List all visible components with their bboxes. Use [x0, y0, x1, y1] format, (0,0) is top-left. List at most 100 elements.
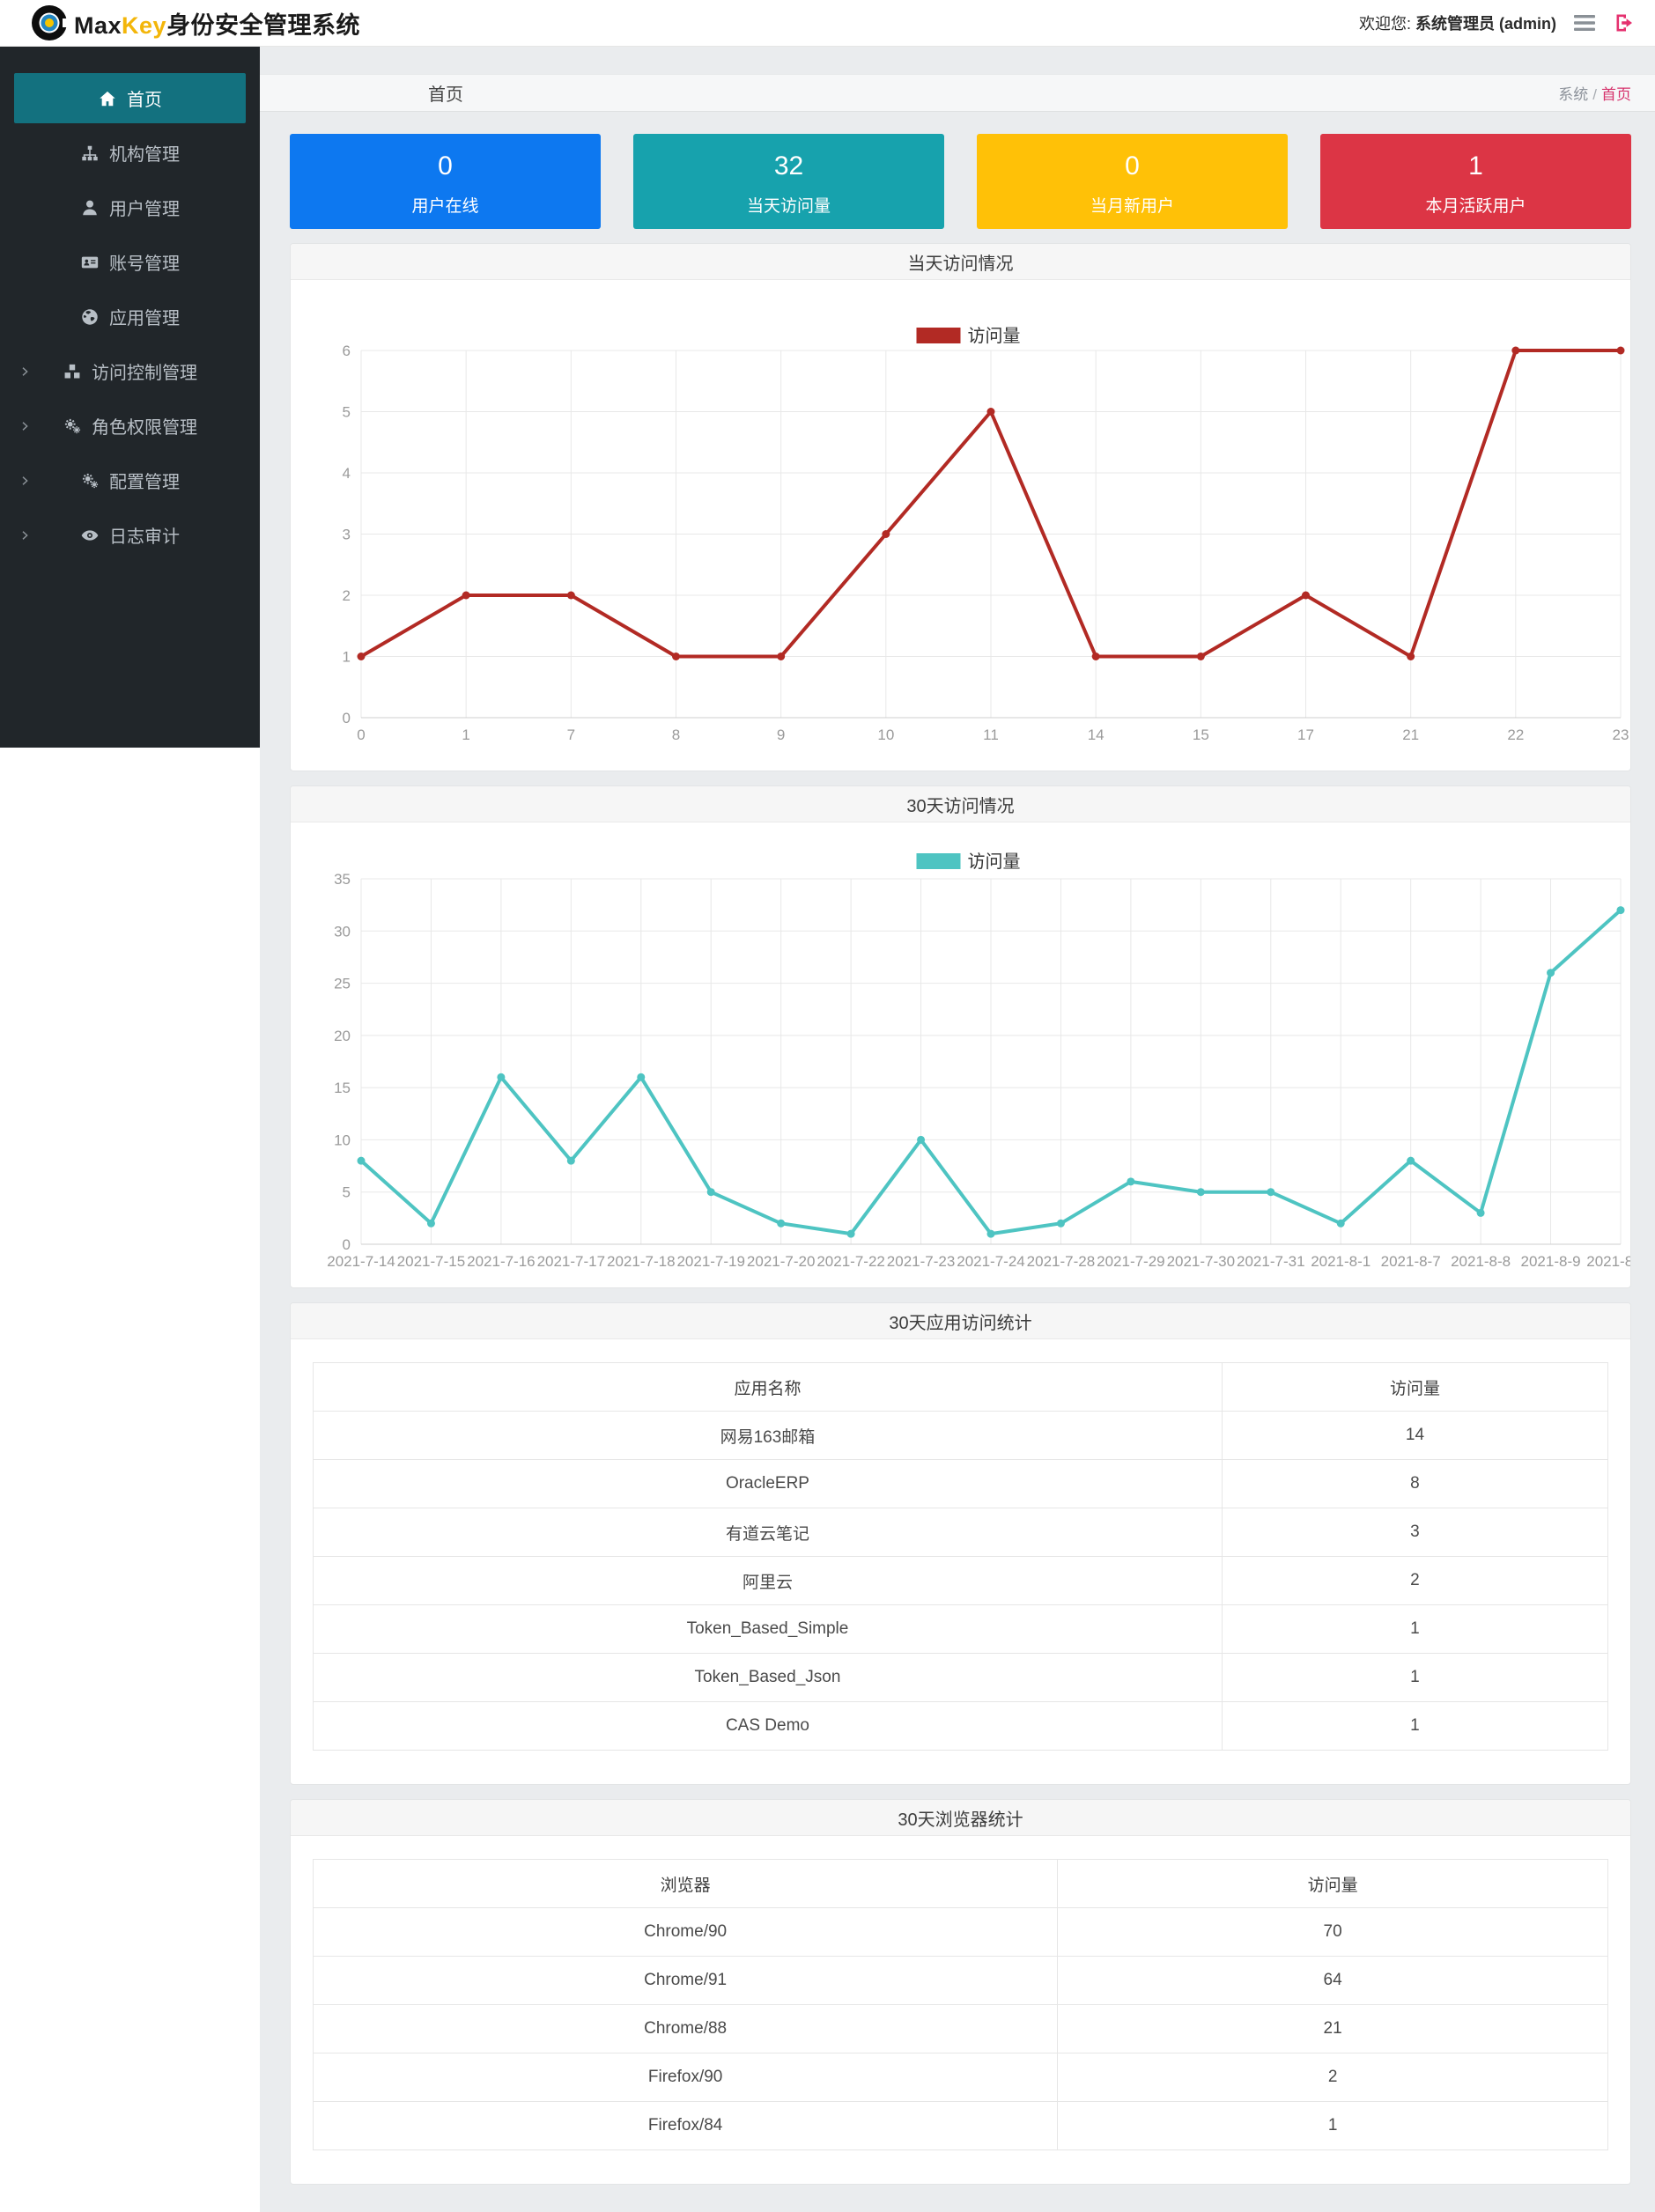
- logout-icon[interactable]: [1613, 12, 1636, 33]
- breadcrumb-separator: /: [1592, 86, 1597, 103]
- svg-text:2021-7-19: 2021-7-19: [676, 1253, 745, 1270]
- table-cell: Token_Based_Simple: [313, 1604, 1223, 1654]
- svg-text:15: 15: [334, 1080, 351, 1096]
- welcome-prefix: 欢迎您:: [1358, 15, 1411, 33]
- brand-max: Max: [74, 11, 122, 39]
- app-title: MaxKey身份安全管理系统: [74, 6, 360, 41]
- svg-text:2: 2: [343, 587, 351, 604]
- breadcrumb-bar: 首页 系统 / 首页: [260, 74, 1655, 112]
- svg-text:2021-8-1: 2021-8-1: [1311, 1253, 1371, 1270]
- table-row: 阿里云 2: [313, 1556, 1609, 1605]
- svg-text:1: 1: [343, 649, 351, 666]
- chevron-right-icon: [22, 530, 28, 540]
- table-cell: Firefox/84: [312, 2101, 1059, 2150]
- sidebar-item-home-active[interactable]: 首页: [14, 73, 246, 123]
- svg-text:2021-8-7: 2021-8-7: [1381, 1253, 1441, 1270]
- svg-text:14: 14: [1088, 726, 1105, 743]
- sidebar-item-label: 角色权限管理: [92, 418, 197, 438]
- stat-card-value: 1: [1468, 151, 1483, 181]
- svg-text:11: 11: [983, 726, 999, 743]
- table-row: Firefox/84 1: [312, 2101, 1608, 2150]
- stat-card-label: 当天访问量: [746, 197, 831, 216]
- svg-text:10: 10: [877, 726, 894, 743]
- svg-text:8: 8: [672, 726, 680, 743]
- sidebar-item-label: 日志审计: [109, 527, 180, 547]
- table-cell: 2: [1057, 2053, 1608, 2102]
- panel-30day-visits-title: 30天访问情况: [291, 786, 1630, 822]
- breadcrumb-current[interactable]: 首页: [1601, 86, 1631, 103]
- sidebar-item-label: 用户管理: [109, 200, 180, 219]
- stat-card-label: 当月新用户: [1090, 197, 1174, 216]
- sidebar-item-label: 应用管理: [109, 309, 180, 328]
- breadcrumb: 系统 / 首页: [1558, 82, 1631, 104]
- table-header-row: 浏览器 访问量: [312, 1859, 1608, 1908]
- svg-text:0: 0: [343, 710, 351, 726]
- table-cell: 8: [1221, 1459, 1609, 1508]
- idcard-icon: [81, 256, 99, 268]
- sidebar-item-idcard[interactable]: 账号管理: [14, 237, 246, 287]
- maxkey-logo-icon: [32, 5, 69, 41]
- svg-text:2021-7-29: 2021-7-29: [1097, 1253, 1165, 1270]
- svg-text:30: 30: [334, 923, 351, 940]
- table-cell: 阿里云: [313, 1556, 1223, 1605]
- sidebar-item-eye[interactable]: 日志审计: [14, 510, 246, 560]
- svg-text:2021-7-30: 2021-7-30: [1167, 1253, 1236, 1270]
- table-cell: 64: [1057, 1956, 1608, 2005]
- table-cell: Token_Based_Json: [313, 1653, 1223, 1702]
- sidebar-item-user[interactable]: 用户管理: [14, 182, 246, 232]
- svg-text:2021-8-8: 2021-8-8: [1451, 1253, 1511, 1270]
- svg-text:2021-7-16: 2021-7-16: [467, 1253, 536, 1270]
- svg-text:2021-7-14: 2021-7-14: [327, 1253, 395, 1270]
- panel-app-stats: 30天应用访问统计 应用名称 访问量 网易163邮箱 14 OracleERP 8 有道云笔…: [290, 1302, 1631, 1785]
- table-row: Chrome/90 70: [312, 1907, 1608, 1957]
- panel-today-visits-title: 当天访问情况: [291, 244, 1630, 280]
- brand: MaxKey身份安全管理系统: [30, 4, 360, 42]
- gears-icon: [64, 418, 81, 433]
- app-header: MaxKey身份安全管理系统 欢迎您: 系统管理员 (admin): [0, 0, 1655, 47]
- stat-card: 1 本月活跃用户: [1320, 134, 1631, 229]
- sidebar-item-label: 首页: [127, 91, 162, 110]
- table-row: Firefox/90 2: [312, 2053, 1608, 2102]
- svg-text:3: 3: [343, 527, 351, 543]
- table-header-cell: 应用名称: [313, 1362, 1223, 1412]
- svg-text:20: 20: [334, 1028, 351, 1044]
- table-cell: 1: [1221, 1604, 1609, 1654]
- sidebar-item-gears[interactable]: 配置管理: [14, 455, 246, 505]
- svg-text:25: 25: [334, 976, 351, 992]
- svg-text:0: 0: [357, 726, 365, 743]
- sidebar-item-sitemap[interactable]: 机构管理: [14, 128, 246, 178]
- brand-suffix: 身份安全管理系统: [166, 11, 361, 39]
- stat-card-value: 32: [773, 151, 804, 181]
- stat-card: 0 当月新用户: [977, 134, 1288, 229]
- table-cell: 70: [1057, 1907, 1608, 1957]
- stat-card-value: 0: [1125, 151, 1140, 181]
- panel-today-visits: 当天访问情况 0 1 2 3 4 5 6 0 1 7 8 9 10 11 14 15 17 21 22 23 访问量: [290, 243, 1631, 771]
- table-header-cell: 访问量: [1057, 1859, 1608, 1908]
- svg-text:7: 7: [567, 726, 575, 743]
- panel-app-stats-title: 30天应用访问统计: [291, 1303, 1630, 1339]
- main-content: 首页 系统 / 首页 0 用户在线 32 当天访问量 0 当月新用户 1 本月活跃用户 当天访问情…: [260, 47, 1655, 2212]
- svg-text:22: 22: [1507, 726, 1524, 743]
- svg-text:23: 23: [1613, 726, 1629, 743]
- svg-text:5: 5: [343, 1184, 351, 1201]
- sidebar-item-gears[interactable]: 角色权限管理: [14, 401, 246, 451]
- globe-icon: [82, 308, 98, 325]
- menu-toggle-icon[interactable]: [1574, 14, 1595, 32]
- table-header-cell: 访问量: [1221, 1362, 1609, 1412]
- table-row: OracleERP 8: [313, 1459, 1609, 1508]
- page-title: 首页: [428, 85, 463, 105]
- svg-text:2021-7-24: 2021-7-24: [957, 1253, 1025, 1270]
- table-row: Token_Based_Json 1: [313, 1653, 1609, 1702]
- table-cell: 1: [1221, 1701, 1609, 1751]
- sidebar-item-cubes[interactable]: 访问控制管理: [14, 346, 246, 396]
- chevron-right-icon: [22, 476, 28, 485]
- breadcrumb-root[interactable]: 系统: [1558, 86, 1589, 103]
- table-cell: Chrome/91: [312, 1956, 1059, 2005]
- svg-text:4: 4: [343, 465, 351, 482]
- svg-text:2021-7-28: 2021-7-28: [1027, 1253, 1096, 1270]
- table-row: Token_Based_Simple 1: [313, 1604, 1609, 1654]
- svg-text:0: 0: [343, 1236, 351, 1253]
- sidebar-item-globe[interactable]: 应用管理: [14, 291, 246, 342]
- gears-icon: [82, 473, 99, 488]
